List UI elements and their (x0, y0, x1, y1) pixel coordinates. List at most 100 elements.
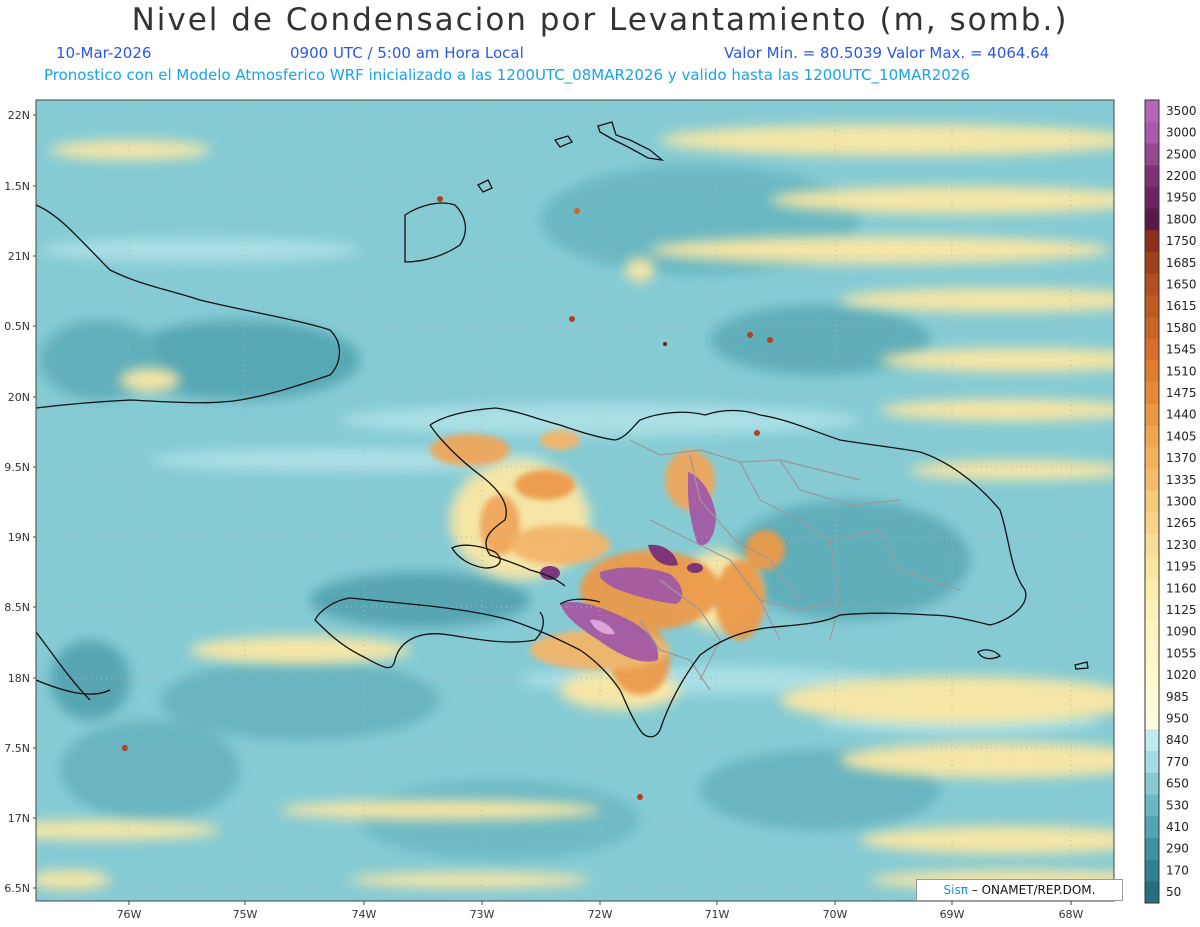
colorbar-swatch (1145, 859, 1159, 882)
colorbar-swatch (1145, 208, 1159, 231)
colorbar-swatch (1145, 794, 1159, 817)
colorbar-swatch (1145, 620, 1159, 644)
map-title: Nivel de Condensacion por Levantamiento … (131, 2, 1069, 38)
colorbar-swatch (1145, 490, 1159, 513)
longitude-axis: 76W 75W 74W 73W 72W 71W 70W 69W 68W (117, 901, 1084, 921)
colorbar-label: 1750 (1166, 234, 1197, 248)
colorbar-swatch (1145, 751, 1159, 774)
colorbar-swatch (1145, 512, 1159, 535)
colorbar-label: 1370 (1166, 451, 1197, 465)
colorbar-swatch (1145, 251, 1159, 275)
colorbar-label: 1125 (1166, 603, 1197, 617)
province-borders (629, 439, 961, 691)
colorbar-swatch (1145, 121, 1159, 144)
colorbar-swatch (1145, 143, 1159, 166)
colorbar-label: 1545 (1166, 343, 1197, 357)
colorbar-swatch (1145, 642, 1159, 665)
lon-tick-label: 71W (705, 908, 730, 921)
colorbar-swatch (1145, 382, 1159, 405)
lat-tick-label: 0.5N (4, 320, 30, 333)
lat-tick-label: 18N (8, 672, 30, 685)
colorbar-swatch (1145, 317, 1159, 340)
colorbar-swatch (1145, 555, 1159, 578)
colorbar-label: 1195 (1166, 560, 1197, 574)
colorbar-label: 1800 (1166, 212, 1197, 226)
lat-tick-label: 19N (8, 531, 30, 544)
colorbar-swatch (1145, 772, 1159, 795)
colorbar-label: 530 (1166, 798, 1189, 812)
colorbar-label: 170 (1166, 863, 1189, 877)
lat-tick-label: 22N (8, 109, 30, 122)
colorbar-swatch (1145, 273, 1159, 296)
colorbar-swatch (1145, 468, 1159, 492)
colorbar-swatch (1145, 425, 1159, 448)
colorbar-label: 840 (1166, 733, 1189, 747)
colorbar: 3500 3000 2500 2200 1950 1800 1750 1685 1650 1615… (1144, 99, 1197, 904)
colorbar-label: 1265 (1166, 516, 1197, 530)
latitude-axis: 22N 1.5N 21N 0.5N 20N 9.5N 19N 8.5N 18N 7.5N 17N 6.… (4, 109, 36, 895)
lon-tick-label: 70W (823, 908, 848, 921)
colorbar-label: 2500 (1166, 147, 1197, 161)
credit-box: Sisπ – ONAMET/REP.DOM. (916, 879, 1123, 901)
lat-tick-label: 6.5N (4, 882, 30, 895)
lon-tick-label: 74W (352, 908, 377, 921)
colorbar-swatch (1145, 165, 1159, 188)
colorbar-swatch (1145, 881, 1159, 904)
lcl-field (36, 100, 1114, 901)
colorbar-label: 985 (1166, 690, 1189, 704)
lon-tick-label: 69W (940, 908, 965, 921)
credit-brand: Sisπ (943, 883, 968, 897)
value-range-label: Valor Min. = 80.5039 Valor Max. = 4064.6… (724, 44, 1050, 62)
coastlines (36, 121, 1089, 738)
colorbar-label: 1615 (1166, 299, 1197, 313)
lat-tick-label: 9.5N (4, 461, 30, 474)
colorbar-label: 2200 (1166, 169, 1197, 183)
colorbar-label: 1230 (1166, 538, 1197, 552)
colorbar-swatch (1145, 816, 1159, 839)
colorbar-swatch (1145, 534, 1159, 557)
colorbar-label: 1090 (1166, 625, 1197, 639)
colorbar-label: 3500 (1166, 104, 1197, 118)
colorbar-swatch (1145, 338, 1159, 361)
colorbar-label: 1440 (1166, 408, 1197, 422)
credit-org: – ONAMET/REP.DOM. (971, 883, 1096, 897)
lat-tick-label: 8.5N (4, 601, 30, 614)
colorbar-label: 1405 (1166, 429, 1197, 443)
colorbar-label: 1300 (1166, 495, 1197, 509)
colorbar-label: 410 (1166, 820, 1189, 834)
colorbar-swatch (1145, 230, 1159, 253)
colorbar-swatch (1145, 837, 1159, 861)
colorbar-label: 3000 (1166, 126, 1197, 140)
colorbar-label: 650 (1166, 777, 1189, 791)
colorbar-label: 770 (1166, 755, 1189, 769)
lon-tick-label: 73W (470, 908, 495, 921)
colorbar-label: 1510 (1166, 364, 1197, 378)
colorbar-swatch (1145, 685, 1159, 709)
colorbar-swatch (1145, 403, 1159, 427)
colorbar-label: 1950 (1166, 191, 1197, 205)
colorbar-label: 1475 (1166, 386, 1197, 400)
colorbar-swatch (1145, 100, 1159, 123)
lat-tick-label: 21N (8, 250, 30, 263)
colorbar-label: 1580 (1166, 321, 1197, 335)
colorbar-label: 1335 (1166, 473, 1197, 487)
colorbar-swatch (1145, 295, 1159, 318)
colorbar-swatch (1145, 447, 1159, 470)
colorbar-label: 950 (1166, 712, 1189, 726)
colorbar-swatch (1145, 599, 1159, 622)
time-label: 0900 UTC / 5:00 am Hora Local (290, 44, 524, 62)
lat-tick-label: 20N (8, 391, 30, 404)
colorbar-label: 50 (1166, 885, 1181, 899)
lat-tick-label: 1.5N (4, 180, 30, 193)
colorbar-label: 1055 (1166, 646, 1197, 660)
forecast-description: Pronostico con el Modelo Atmosferico WRF… (44, 66, 970, 84)
lon-tick-label: 68W (1059, 908, 1084, 921)
colorbar-swatch (1145, 664, 1159, 687)
colorbar-label: 1160 (1166, 581, 1197, 595)
colorbar-label: 1685 (1166, 256, 1197, 270)
plot-frame (35, 99, 1115, 902)
date-label: 10-Mar-2026 (56, 44, 152, 62)
colorbar-swatch (1145, 186, 1159, 210)
colorbar-swatch (1145, 360, 1159, 383)
